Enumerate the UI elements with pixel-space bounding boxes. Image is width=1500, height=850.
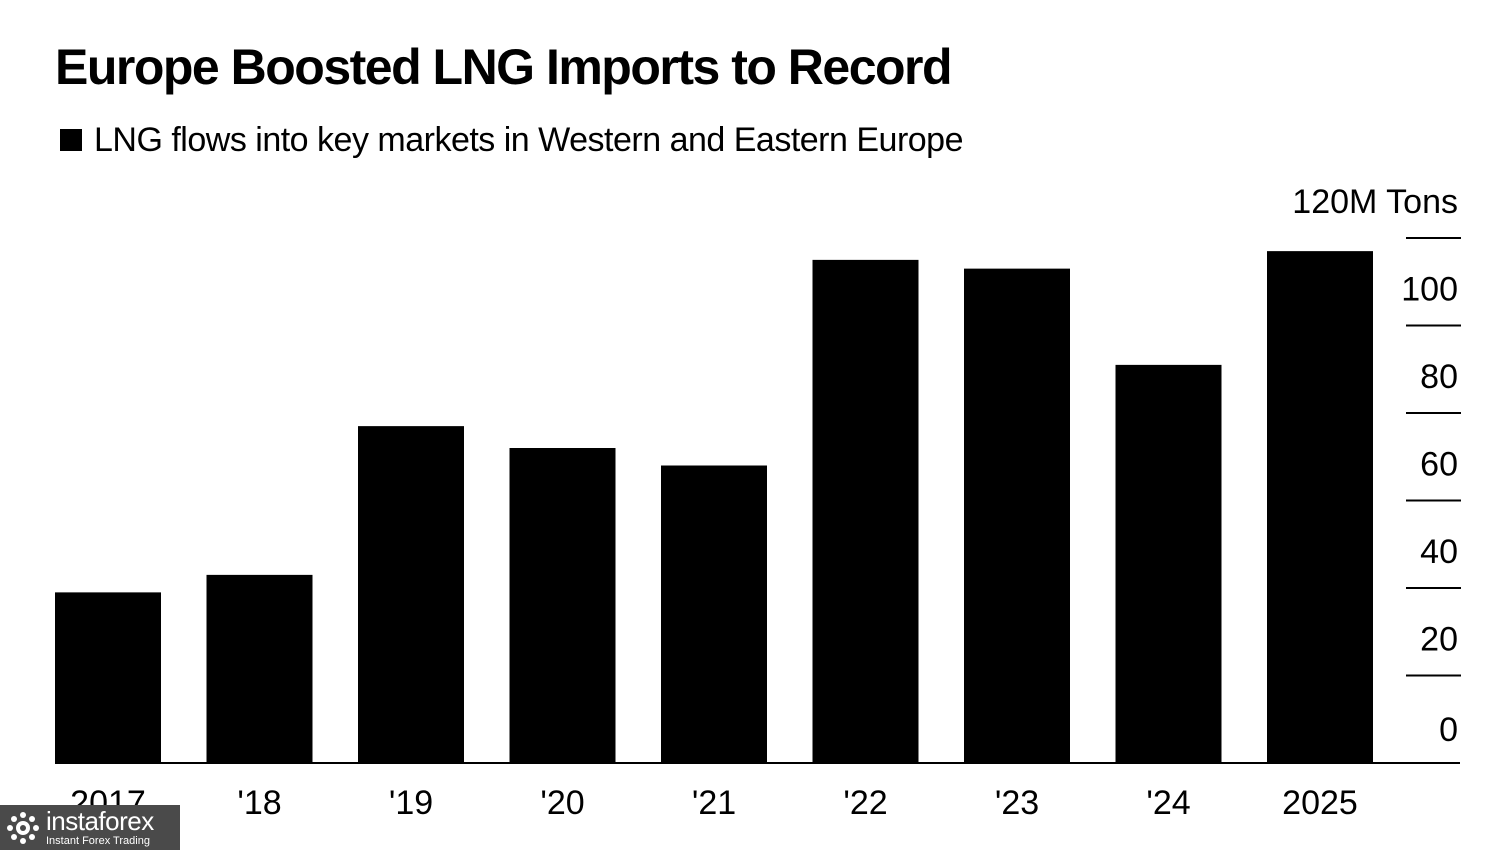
watermark-brand: instaforex	[46, 806, 154, 836]
y-axis: 0 20 40 60 80 100 120M Tons	[55, 183, 1461, 764]
y-tick-label: 80	[1420, 358, 1458, 396]
bar-21	[661, 465, 767, 763]
watermark-logo: instaforex Instant Forex Trading	[0, 805, 180, 850]
bar-19	[358, 426, 464, 763]
bar-20	[509, 448, 616, 763]
bar-18	[206, 574, 313, 763]
bars-layer	[55, 251, 1373, 763]
bar-2017	[55, 592, 161, 763]
y-tick-label: 0	[1439, 711, 1458, 749]
y-tick-label: 100	[1401, 271, 1458, 309]
bar-22	[812, 259, 919, 763]
watermark-tagline: Instant Forex Trading	[46, 835, 150, 847]
bar-24	[1115, 364, 1222, 763]
bar-2025	[1267, 251, 1373, 763]
chart-title: Europe Boosted LNG Imports to Record	[55, 39, 953, 95]
legend-label: LNG flows into key markets in Western an…	[94, 120, 964, 159]
legend: LNG flows into key markets in Western an…	[60, 120, 964, 160]
x-tick-label: '19	[389, 784, 433, 822]
x-tick-label: '22	[843, 784, 887, 822]
x-tick-label: '20	[540, 784, 584, 822]
x-tick-label: '21	[692, 784, 736, 822]
x-tick-label: 2025	[1282, 784, 1358, 822]
x-axis-labels: 2017'18'19'20'21'22'23'24 2025	[70, 784, 1358, 822]
y-tick-label: 20	[1420, 621, 1458, 659]
x-tick-label: '18	[237, 784, 281, 822]
legend-swatch	[60, 129, 82, 151]
y-tick-label: 120M Tons	[1292, 183, 1458, 221]
x-tick-label: '23	[995, 784, 1039, 822]
instaforex-logo-icon	[7, 811, 39, 844]
y-tick-label: 60	[1420, 446, 1458, 484]
x-tick-label: '24	[1146, 784, 1190, 822]
y-tick-label: 40	[1420, 533, 1458, 571]
bar-23	[964, 268, 1070, 763]
